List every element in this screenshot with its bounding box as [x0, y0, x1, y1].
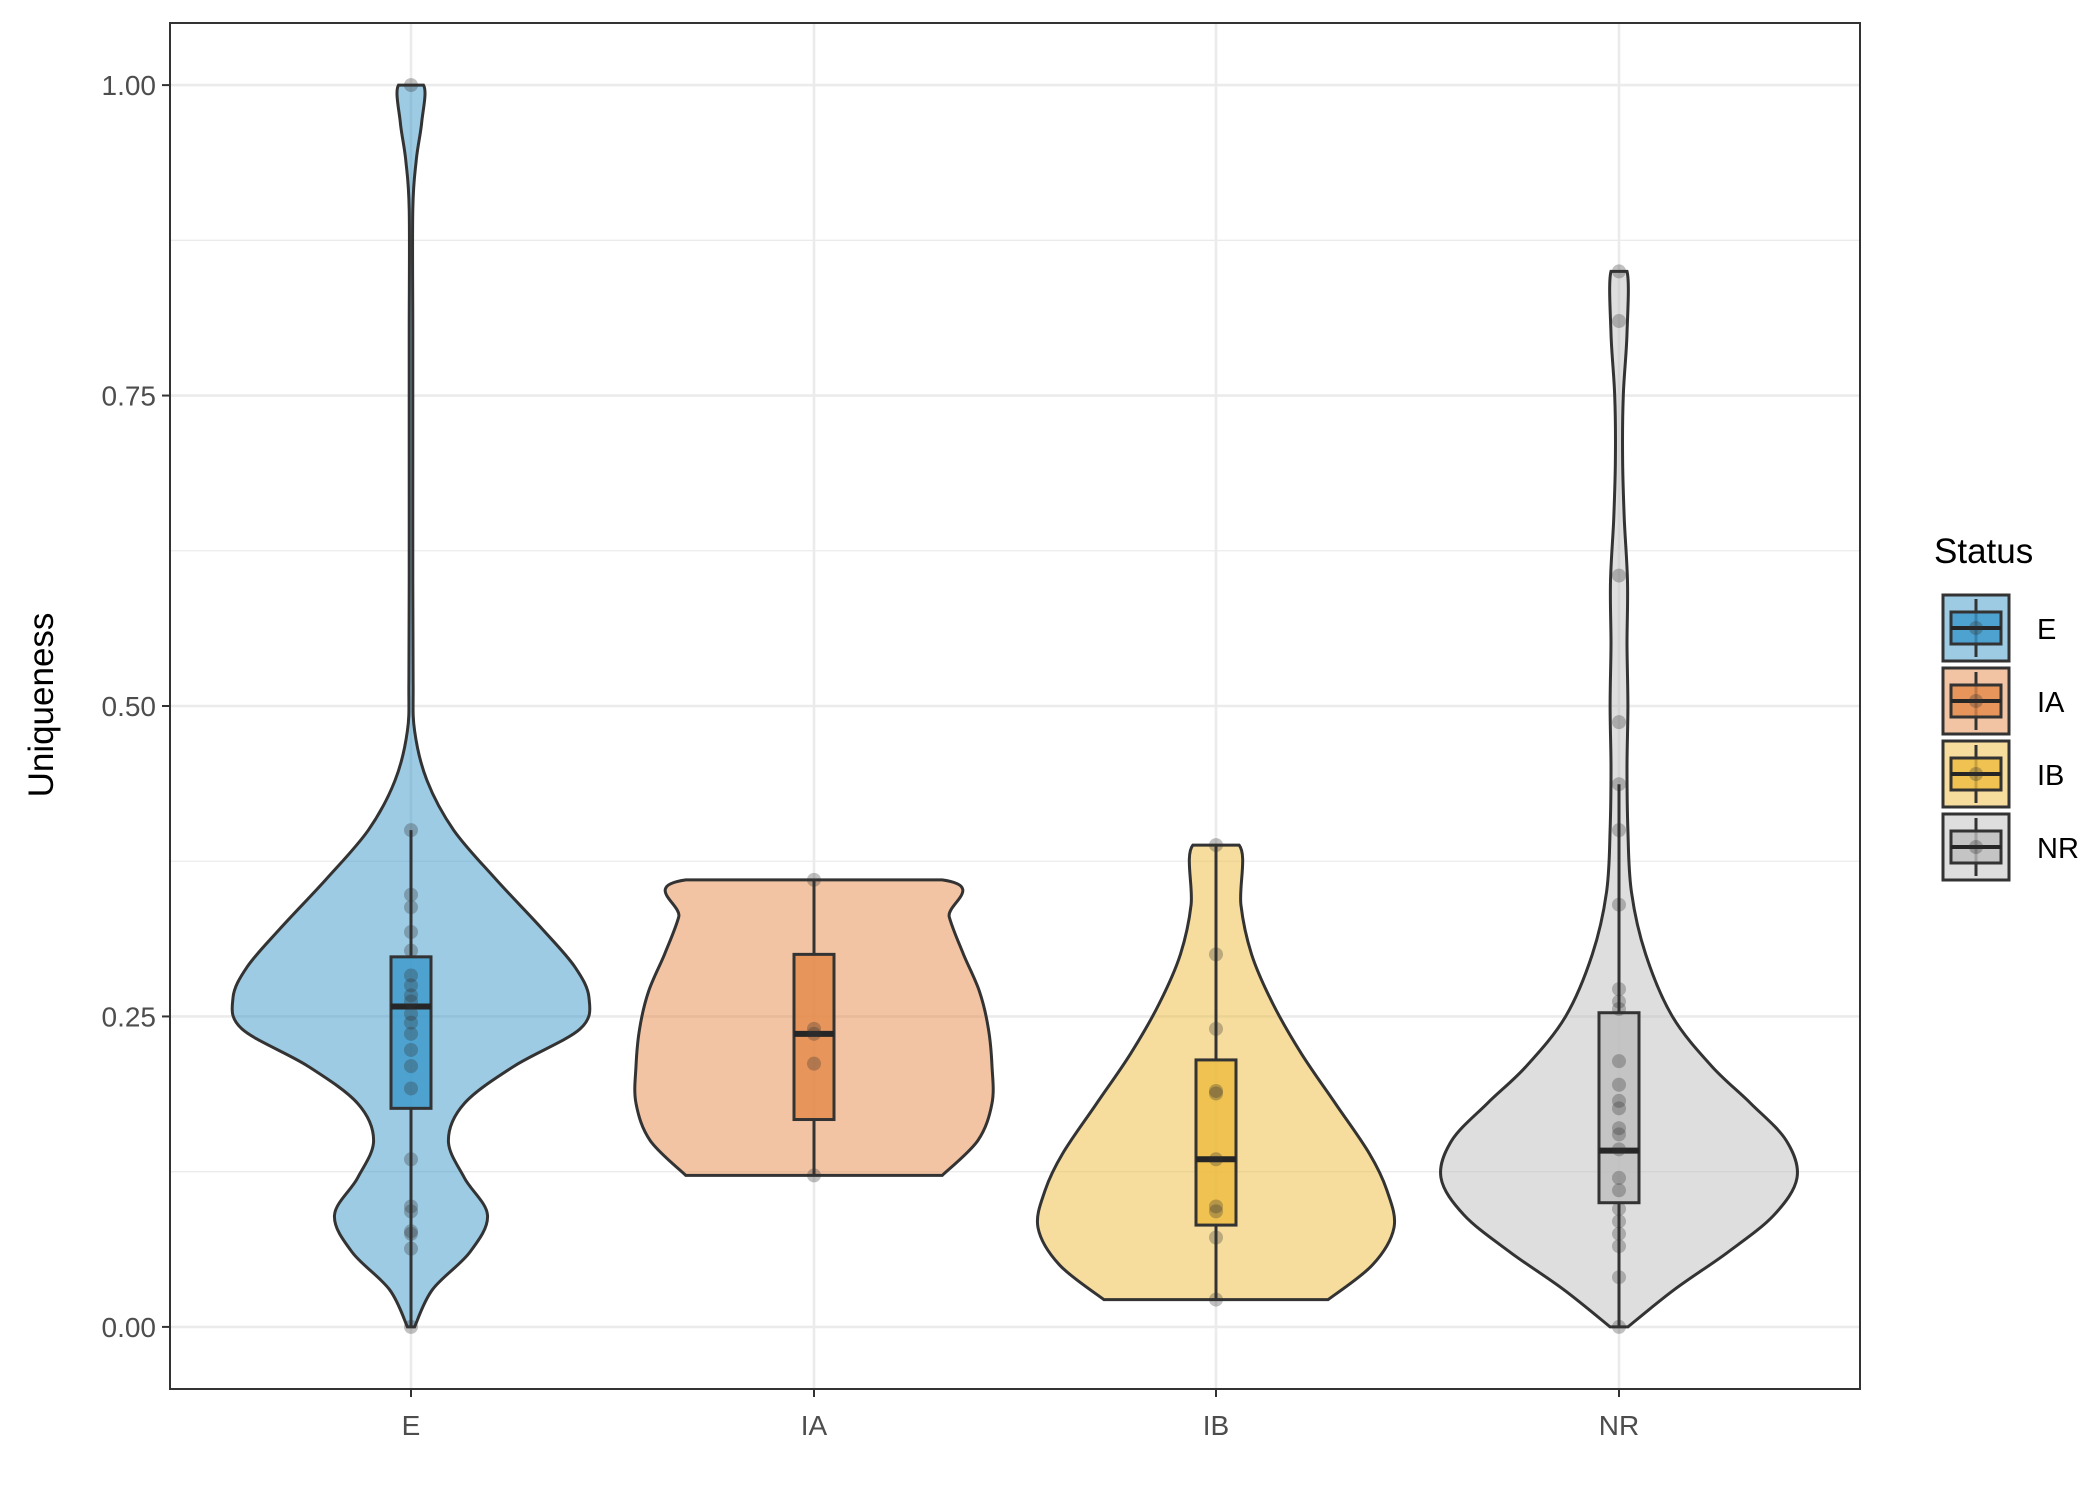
- y-tick-label: 0.50: [102, 691, 157, 722]
- y-tick-label: 0.25: [102, 1001, 157, 1032]
- data-point-nr: [1612, 715, 1626, 730]
- box-ia: [792, 952, 836, 1122]
- data-point-e: [404, 1241, 418, 1256]
- legend-label-ib: IB: [2037, 760, 2064, 792]
- x-tick-label: E: [402, 1410, 421, 1441]
- legend: Status E IA IB NR: [1934, 532, 2079, 882]
- data-point-nr: [1612, 777, 1626, 792]
- legend-title: Status: [1934, 532, 2033, 571]
- data-point-nr: [1612, 1239, 1626, 1254]
- data-point-e: [404, 1059, 418, 1074]
- box-nr: [1597, 1011, 1641, 1205]
- data-point-e: [404, 1204, 418, 1219]
- data-point-ib: [1209, 1021, 1223, 1036]
- legend-label-e: E: [2037, 614, 2056, 646]
- data-point-e: [404, 1081, 418, 1096]
- data-point-e: [404, 994, 418, 1009]
- data-point-nr: [1612, 1054, 1626, 1069]
- data-point-e: [404, 1152, 418, 1167]
- x-tick-label: NR: [1599, 1410, 1639, 1441]
- data-point-nr: [1612, 1142, 1626, 1157]
- data-point-nr: [1612, 1183, 1626, 1198]
- data-point-nr: [1612, 1201, 1626, 1216]
- data-point-nr: [1612, 1093, 1626, 1108]
- data-point-ib: [1209, 947, 1223, 962]
- data-point-nr: [1612, 1002, 1626, 1017]
- x-tick-label: IB: [1203, 1410, 1229, 1441]
- data-point-e: [404, 78, 418, 93]
- data-point-e: [404, 1026, 418, 1041]
- data-point-ib: [1209, 1083, 1223, 1098]
- data-point-nr: [1612, 314, 1626, 329]
- data-point-nr: [1612, 1319, 1626, 1334]
- data-point-ia: [807, 872, 821, 887]
- data-point-nr: [1612, 1121, 1626, 1136]
- data-point-nr: [1612, 994, 1626, 1009]
- data-point-nr: [1612, 1226, 1626, 1241]
- data-point-e: [404, 1224, 418, 1239]
- data-point-ia: [807, 1021, 821, 1036]
- legend-key-point: [1969, 840, 1983, 854]
- data-point-e: [404, 887, 418, 902]
- data-point-ia: [807, 1168, 821, 1183]
- legend-label-nr: NR: [2037, 833, 2079, 865]
- violin-e: [230, 83, 592, 1329]
- data-points: [404, 78, 1626, 1334]
- data-point-e: [404, 1006, 418, 1021]
- data-point-e: [404, 900, 418, 915]
- y-tick-label: 0.75: [102, 381, 157, 412]
- data-point-nr: [1612, 897, 1626, 912]
- data-point-nr: [1612, 823, 1626, 838]
- data-point-e: [404, 1319, 418, 1334]
- data-point-e: [404, 1199, 418, 1214]
- data-point-nr: [1612, 1077, 1626, 1092]
- data-point-ia: [807, 1026, 821, 1041]
- data-point-e: [404, 968, 418, 983]
- legend-key-point: [1969, 767, 1983, 781]
- data-point-nr: [1612, 1127, 1626, 1142]
- data-point-e: [404, 978, 418, 993]
- data-point-ia: [807, 1056, 821, 1071]
- data-point-nr: [1612, 1214, 1626, 1229]
- y-axis-title: Uniqueness: [22, 613, 61, 798]
- data-point-nr: [1612, 1170, 1626, 1185]
- data-point-e: [404, 943, 418, 958]
- x-tick-label: IA: [801, 1410, 828, 1441]
- data-point-e: [404, 925, 418, 940]
- boxplots: [389, 784, 1641, 1327]
- box-e: [389, 955, 433, 1110]
- y-tick-label: 1.00: [102, 70, 157, 101]
- data-point-e: [404, 1226, 418, 1241]
- legend-key-point: [1969, 621, 1983, 635]
- data-point-e: [404, 1042, 418, 1057]
- data-point-nr: [1612, 982, 1626, 997]
- data-point-nr: [1612, 1101, 1626, 1116]
- axes: 0.00 0.25 0.50 0.75 1.00 E IA IB NR: [102, 70, 1640, 1441]
- data-point-ib: [1209, 1230, 1223, 1245]
- data-point-ib: [1209, 838, 1223, 853]
- data-point-ib: [1209, 1292, 1223, 1307]
- box-ib: [1194, 1058, 1238, 1227]
- legend-label-ia: IA: [2037, 687, 2065, 719]
- data-point-e: [404, 1015, 418, 1030]
- data-point-nr: [1612, 264, 1626, 279]
- data-point-ib: [1209, 1204, 1223, 1219]
- y-tick-label: 0.00: [102, 1312, 157, 1343]
- data-point-e: [404, 823, 418, 838]
- data-point-nr: [1612, 568, 1626, 583]
- data-point-ib: [1209, 1086, 1223, 1101]
- data-point-nr: [1612, 1270, 1626, 1285]
- data-point-ib: [1209, 1152, 1223, 1167]
- data-point-ib: [1209, 1199, 1223, 1214]
- data-point-e: [404, 988, 418, 1003]
- legend-key-point: [1969, 694, 1983, 708]
